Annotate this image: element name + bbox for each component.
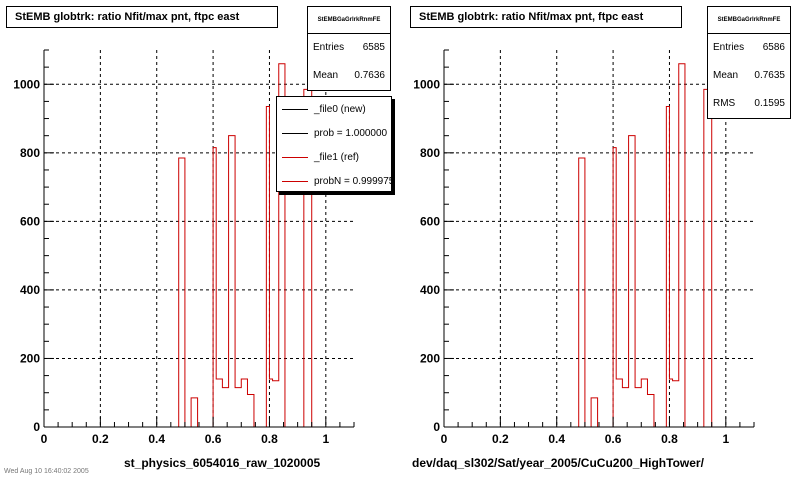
legend-line-probn	[282, 180, 308, 182]
x-tick-label: 0.4	[148, 432, 165, 446]
right-stats-mean-value: 0.7635	[754, 70, 785, 81]
left-plot-title: StEMB globtrk: ratio Nfit/max pnt, ftpc …	[6, 6, 278, 28]
right-stats-mean-label: Mean	[713, 70, 739, 81]
right-stats-entries-value: 6586	[762, 42, 785, 53]
left-stats-name: StEMBGaGrlrkRnmFE	[308, 7, 390, 34]
legend-entry-prob: prob = 1.000000	[277, 121, 391, 145]
left-stats-entries-label: Entries	[313, 42, 345, 53]
x-tick-label: 0.8	[661, 432, 678, 446]
right-plot-title: StEMB globtrk: ratio Nfit/max pnt, ftpc …	[410, 6, 682, 28]
legend-label-file0: _file0 (new)	[314, 103, 366, 115]
right-stats-name: StEMBGaGrlrkRnmFE	[708, 7, 790, 34]
left-stats-entries-row: Entries 6585	[308, 34, 390, 62]
legend-entry-file1: _file1 (ref)	[277, 145, 391, 169]
left-legend-box: _file0 (new) prob = 1.000000 _file1 (ref…	[276, 96, 392, 192]
y-tick-label: 0	[33, 420, 40, 434]
left-histogram-pad: 0 0.2 0.4 0.6 0.8 1 0 200 400 600 800 1000 StEMB gl…	[6, 6, 392, 470]
y-tick-label: 800	[420, 146, 440, 160]
x-tick-label: 1	[722, 432, 729, 446]
x-tick-label: 0	[441, 432, 448, 446]
y-tick-label: 1000	[413, 77, 440, 91]
legend-label-probn: probN = 0.999975	[314, 175, 392, 187]
y-tick-label: 400	[20, 283, 40, 297]
x-tick-label: 0.8	[261, 432, 278, 446]
y-tick-label: 600	[20, 214, 40, 228]
right-stats-mean-row: Mean 0.7635	[708, 62, 790, 90]
y-tick-label: 200	[420, 351, 440, 365]
legend-label-prob: prob = 1.000000	[314, 127, 388, 139]
y-tick-label: 200	[20, 351, 40, 365]
x-tick-label: 0.2	[492, 432, 509, 446]
legend-line-file1	[282, 156, 308, 158]
legend-entry-probn: probN = 0.999975	[277, 169, 392, 191]
x-tick-label: 0.2	[92, 432, 109, 446]
right-x-axis-label: dev/daq_sl302/Sat/year_2005/CuCu200_High…	[412, 456, 704, 470]
y-tick-label: 1000	[13, 77, 40, 91]
left-stats-mean-value: 0.7636	[354, 70, 385, 81]
right-stats-rms-label: RMS	[713, 98, 736, 109]
left-stats-box: StEMBGaGrlrkRnmFE Entries 6585 Mean 0.76…	[307, 6, 391, 91]
right-histogram-pad: 0 0.2 0.4 0.6 0.8 1 0 200 400 600 800 1000 StEMB gl…	[400, 0, 800, 480]
x-tick-label: 1	[322, 432, 329, 446]
y-tick-label: 400	[420, 283, 440, 297]
legend-line-prob	[282, 132, 308, 134]
y-tick-label: 600	[420, 214, 440, 228]
footer-timestamp: Wed Aug 10 16:40:02 2005	[4, 468, 89, 475]
legend-label-file1: _file1 (ref)	[314, 151, 360, 163]
left-stats-entries-value: 6585	[362, 42, 385, 53]
x-tick-label: 0.6	[205, 432, 222, 446]
right-stats-rms-row: RMS 0.1595	[708, 90, 790, 118]
legend-entry-file0: _file0 (new)	[277, 97, 391, 121]
y-tick-label: 0	[433, 420, 440, 434]
left-x-axis-label: st_physics_6054016_raw_1020005	[124, 456, 321, 470]
right-histogram-plot: 0 0.2 0.4 0.6 0.8 1 0 200 400 600 800 1000	[413, 49, 755, 446]
x-tick-label: 0.6	[605, 432, 622, 446]
right-stats-box: StEMBGaGrlrkRnmFE Entries 6586 Mean 0.76…	[707, 6, 791, 119]
left-stats-mean-row: Mean 0.7636	[308, 62, 390, 90]
legend-line-file0	[282, 108, 308, 110]
right-stats-rms-value: 0.1595	[754, 98, 785, 109]
left-stats-mean-label: Mean	[313, 70, 339, 81]
right-stats-entries-label: Entries	[713, 42, 745, 53]
y-tick-label: 800	[20, 146, 40, 160]
x-tick-label: 0.4	[548, 432, 565, 446]
right-stats-entries-row: Entries 6586	[708, 34, 790, 62]
x-tick-label: 0	[41, 432, 48, 446]
